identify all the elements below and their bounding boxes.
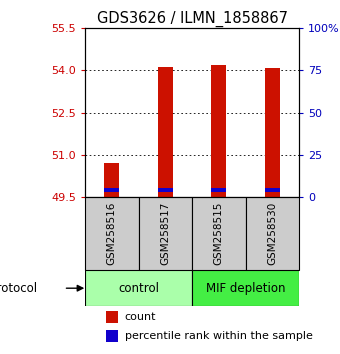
Bar — [106, 330, 118, 342]
Bar — [158, 67, 173, 197]
Bar — [106, 310, 118, 322]
Text: protocol: protocol — [0, 282, 38, 295]
Bar — [265, 188, 280, 192]
Bar — [158, 188, 173, 192]
Bar — [104, 188, 119, 192]
Bar — [85, 197, 139, 270]
Text: MIF depletion: MIF depletion — [206, 282, 285, 295]
Text: GSM258517: GSM258517 — [160, 202, 170, 265]
Bar — [211, 188, 226, 192]
Text: GSM258516: GSM258516 — [107, 202, 117, 265]
Bar — [139, 197, 192, 270]
Text: percentile rank within the sample: percentile rank within the sample — [125, 331, 312, 341]
Text: control: control — [118, 282, 159, 295]
Bar — [192, 270, 299, 307]
Bar — [211, 65, 226, 197]
Bar — [104, 162, 119, 197]
Title: GDS3626 / ILMN_1858867: GDS3626 / ILMN_1858867 — [97, 11, 288, 27]
Bar — [265, 68, 280, 197]
Text: GSM258530: GSM258530 — [268, 202, 277, 265]
Bar — [85, 270, 192, 307]
Bar — [192, 197, 245, 270]
Text: GSM258515: GSM258515 — [214, 202, 224, 265]
Text: count: count — [125, 312, 156, 321]
Bar — [245, 197, 299, 270]
